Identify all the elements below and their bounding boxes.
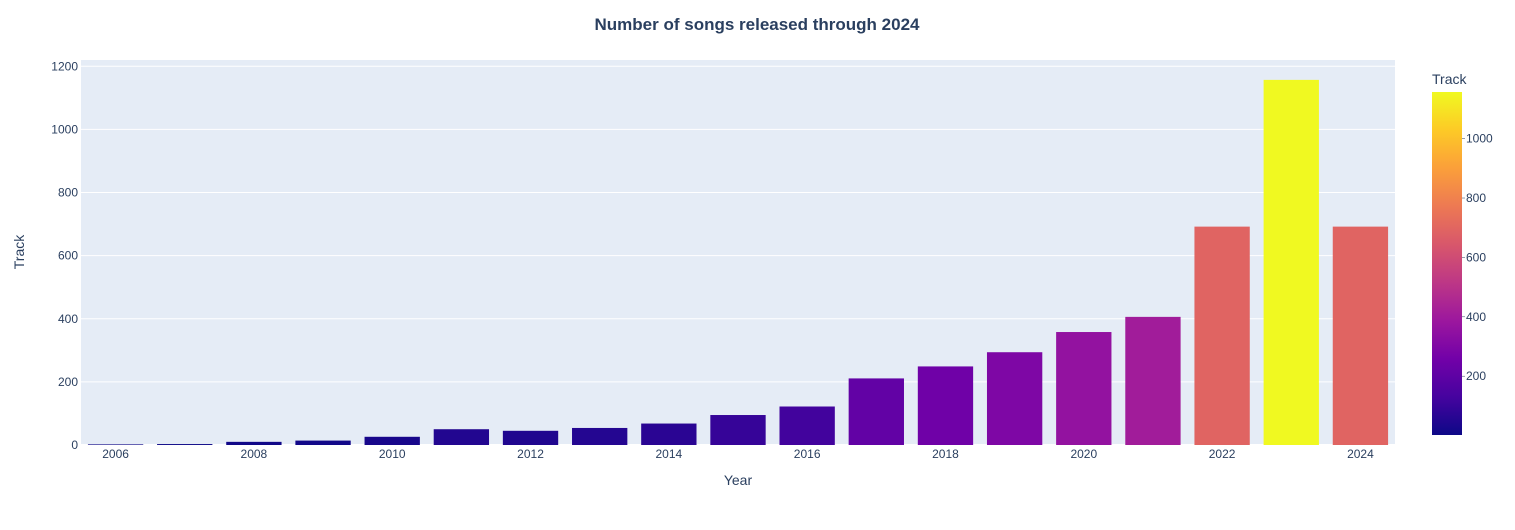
x-axis-label: Year [724, 472, 753, 488]
x-axis-ticks: 2006 2008 2010 2012 2014 2016 2018 2020 2022 2024 [102, 447, 1374, 461]
colorbar-tick-label: 800 [1466, 191, 1486, 205]
bar-2024 [1332, 226, 1389, 445]
bar-2023 [1263, 79, 1319, 445]
x-tick-label: 2018 [932, 447, 959, 461]
colorbar [1432, 92, 1462, 435]
y-tick-label: 200 [58, 375, 78, 389]
x-tick-label: 2006 [102, 447, 129, 461]
bar-2006 [87, 444, 144, 445]
bar-2008 [226, 441, 282, 445]
y-tick-label: 0 [71, 438, 78, 452]
colorbar-tick-label: 600 [1466, 250, 1486, 264]
bar-2020 [1056, 332, 1112, 445]
x-tick-label: 2014 [655, 447, 682, 461]
chart-title: Number of songs released through 2024 [595, 15, 921, 34]
y-axis-label: Track [11, 234, 27, 269]
colorbar-tick-label: 1000 [1466, 132, 1493, 146]
bar-2019 [986, 352, 1043, 445]
bar-2010 [364, 436, 420, 445]
bar-2009 [295, 440, 351, 445]
x-tick-label: 2016 [794, 447, 821, 461]
x-tick-label: 2012 [517, 447, 544, 461]
colorbar-tick-label: 400 [1466, 310, 1486, 324]
x-tick-label: 2020 [1070, 447, 1097, 461]
x-tick-label: 2008 [241, 447, 268, 461]
bar-2021 [1125, 316, 1181, 445]
bar-2013 [572, 427, 628, 445]
bars [87, 79, 1389, 445]
y-tick-label: 1200 [51, 59, 78, 73]
bar-2011 [433, 429, 490, 445]
y-axis-ticks: 0 200 400 600 800 1000 1200 [51, 59, 78, 452]
y-tick-label: 1000 [51, 122, 78, 136]
bar-2014 [641, 423, 697, 445]
colorbar-ticks: 200 400 600 800 1000 [1462, 132, 1493, 383]
y-tick-label: 400 [58, 312, 78, 326]
colorbar-tick-label: 200 [1466, 369, 1486, 383]
bar-2017 [848, 378, 904, 445]
colorbar-title: Track [1432, 71, 1467, 87]
x-tick-label: 2010 [379, 447, 406, 461]
y-tick-label: 600 [58, 249, 78, 263]
bar-2022 [1194, 226, 1250, 445]
y-tick-label: 800 [58, 186, 78, 200]
bar-2012 [502, 430, 559, 445]
x-tick-label: 2022 [1209, 447, 1236, 461]
bar-2015 [710, 415, 766, 445]
bar-2007 [157, 444, 213, 445]
bar-2016 [779, 406, 835, 445]
x-tick-label: 2024 [1347, 447, 1374, 461]
bar-2018 [917, 366, 974, 445]
